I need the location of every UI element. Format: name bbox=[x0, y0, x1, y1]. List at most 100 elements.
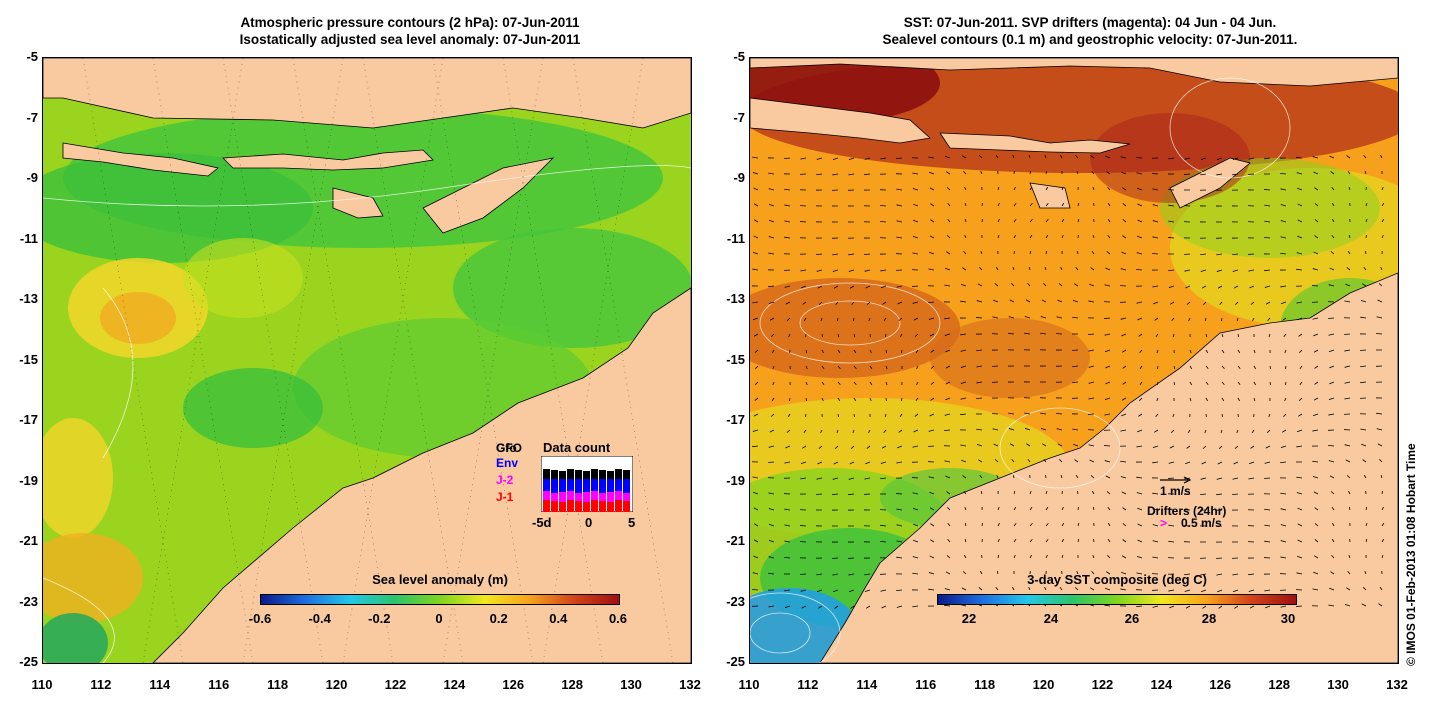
velocity-arrow bbox=[1024, 316, 1031, 319]
velocity-arrow bbox=[963, 250, 967, 255]
velocity-arrow bbox=[1008, 316, 1015, 319]
velocity-arrow bbox=[1280, 188, 1287, 191]
velocity-arrow bbox=[1314, 539, 1319, 543]
velocity-arrow bbox=[800, 573, 807, 575]
velocity-arrow bbox=[994, 459, 999, 463]
velocity-arrow bbox=[978, 459, 983, 463]
velocity-arrow bbox=[1028, 154, 1031, 159]
velocity-arrow bbox=[1104, 397, 1111, 401]
velocity-arrow bbox=[1344, 333, 1351, 335]
right-lon-label: 126 bbox=[1209, 677, 1232, 692]
histogram-bar-segment bbox=[551, 479, 558, 493]
velocity-arrow bbox=[769, 317, 775, 321]
drifter-legend-title: Drifters (24hr) bbox=[1147, 504, 1227, 518]
histogram-bar-segment bbox=[615, 500, 622, 512]
velocity-arrow bbox=[964, 522, 967, 527]
velocity-arrow bbox=[1043, 458, 1047, 463]
velocity-arrow bbox=[1328, 397, 1335, 400]
velocity-arrow bbox=[786, 317, 791, 321]
velocity-arrow bbox=[768, 219, 775, 223]
velocity-arrow bbox=[1185, 461, 1191, 465]
velocity-arrow bbox=[1105, 587, 1111, 591]
velocity-arrow bbox=[834, 445, 839, 449]
velocity-arrow bbox=[928, 429, 935, 432]
velocity-arrow bbox=[1250, 445, 1255, 449]
histogram-bar-segment bbox=[559, 492, 566, 502]
velocity-arrow bbox=[1045, 522, 1049, 527]
histogram-bar-segment bbox=[583, 502, 590, 512]
velocity-arrow bbox=[853, 349, 857, 354]
velocity-arrow bbox=[1365, 522, 1368, 527]
velocity-arrow bbox=[1152, 556, 1159, 559]
velocity-arrow bbox=[1029, 506, 1033, 511]
velocity-arrow bbox=[896, 220, 903, 223]
velocity-arrow bbox=[1121, 571, 1127, 575]
velocity-arrow bbox=[768, 236, 775, 239]
velocity-arrow bbox=[1011, 283, 1015, 287]
velocity-arrow bbox=[914, 333, 919, 337]
velocity-arrow bbox=[1045, 186, 1049, 191]
velocity-arrow bbox=[1137, 187, 1143, 191]
velocity-arrow bbox=[1282, 317, 1287, 321]
velocity-arrow bbox=[930, 397, 935, 401]
velocity-arrow bbox=[1152, 188, 1159, 191]
velocity-arrow bbox=[963, 490, 967, 495]
velocity-arrow bbox=[1248, 589, 1255, 592]
velocity-arrow bbox=[882, 301, 887, 305]
velocity-arrow bbox=[880, 589, 887, 592]
velocity-arrow bbox=[884, 413, 887, 418]
velocity-arrow bbox=[1284, 349, 1287, 354]
velocity-arrow bbox=[1313, 171, 1319, 175]
velocity-arrow bbox=[980, 170, 983, 175]
velocity-arrow bbox=[1216, 573, 1223, 576]
velocity-arrow bbox=[928, 588, 935, 591]
velocity-arrow bbox=[820, 429, 823, 434]
velocity-arrow bbox=[1169, 445, 1175, 449]
velocity-arrow bbox=[1104, 413, 1111, 416]
velocity-arrow bbox=[947, 202, 951, 207]
velocity-arrow bbox=[1201, 461, 1207, 465]
velocity-arrow bbox=[1280, 204, 1287, 207]
velocity-arrow bbox=[1329, 381, 1335, 385]
velocity-arrow bbox=[1233, 461, 1239, 465]
velocity-arrow bbox=[979, 474, 983, 479]
velocity-arrow bbox=[1252, 317, 1255, 322]
velocity-arrow bbox=[1296, 172, 1303, 175]
velocity-arrow bbox=[1236, 429, 1239, 434]
velocity-arrow bbox=[945, 397, 951, 401]
velocity-arrow bbox=[1045, 170, 1047, 175]
velocity-arrow bbox=[1232, 589, 1239, 593]
velocity-arrow bbox=[1221, 413, 1223, 418]
velocity-arrow bbox=[1312, 285, 1319, 287]
histogram-bar-segment bbox=[599, 470, 606, 479]
velocity-arrow bbox=[945, 571, 951, 575]
velocity-arrow bbox=[1363, 154, 1367, 159]
velocity-arrow bbox=[1168, 220, 1175, 223]
velocity-arrow bbox=[960, 413, 967, 416]
velocity-arrow bbox=[1200, 269, 1207, 272]
satellite-label-gfo-overlap: GFO bbox=[496, 441, 522, 455]
velocity-arrow bbox=[771, 397, 775, 402]
velocity-arrow bbox=[1365, 506, 1368, 511]
velocity-arrow bbox=[896, 493, 903, 495]
velocity-arrow bbox=[1281, 429, 1287, 433]
velocity-arrow bbox=[1189, 365, 1193, 370]
velocity-arrow bbox=[1264, 540, 1271, 543]
velocity-arrow bbox=[850, 605, 855, 609]
velocity-arrow bbox=[1089, 283, 1095, 287]
velocity-arrow bbox=[993, 443, 999, 447]
velocity-arrow bbox=[1364, 170, 1367, 175]
velocity-arrow bbox=[1107, 202, 1111, 207]
velocity-arrow bbox=[864, 477, 871, 480]
velocity-arrow bbox=[945, 381, 951, 385]
velocity-arrow bbox=[1168, 461, 1175, 464]
velocity-arrow bbox=[1013, 538, 1017, 543]
velocity-arrow bbox=[1280, 445, 1287, 448]
left-colorbar-title: Sea level anomaly (m) bbox=[372, 572, 508, 587]
velocity-arrow bbox=[1008, 412, 1015, 415]
velocity-arrow bbox=[883, 429, 887, 434]
velocity-arrow bbox=[753, 539, 759, 543]
velocity-arrow bbox=[768, 492, 775, 495]
velocity-arrow bbox=[1136, 268, 1143, 271]
velocity-arrow bbox=[1348, 186, 1351, 191]
